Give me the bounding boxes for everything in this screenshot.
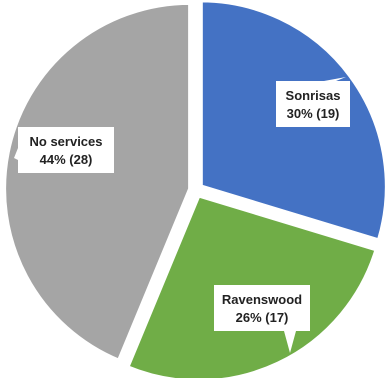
data-label-name: Sonrisas bbox=[286, 88, 341, 103]
data-label-ravenswood: Ravenswood 26% (17) bbox=[214, 285, 310, 353]
data-label-pointer bbox=[14, 148, 18, 160]
data-label-no-services: No services 44% (28) bbox=[14, 127, 114, 173]
data-label-value: 26% (17) bbox=[236, 310, 289, 325]
data-label-name: Ravenswood bbox=[222, 292, 302, 307]
labels-layer: Sonrisas 30% (19) Ravenswood 26% (17) No ser… bbox=[14, 77, 350, 353]
data-label-pointer bbox=[284, 331, 296, 353]
data-label-box bbox=[214, 285, 310, 331]
pie-slice-no-services bbox=[2, 0, 193, 363]
data-label-value: 30% (19) bbox=[287, 106, 340, 121]
data-label-name: No services bbox=[30, 134, 103, 149]
data-label-box bbox=[276, 81, 350, 127]
data-label-box bbox=[18, 127, 114, 173]
data-label-sonrisas: Sonrisas 30% (19) bbox=[276, 77, 350, 127]
data-label-pointer bbox=[324, 77, 346, 81]
data-label-value: 44% (28) bbox=[40, 152, 93, 167]
